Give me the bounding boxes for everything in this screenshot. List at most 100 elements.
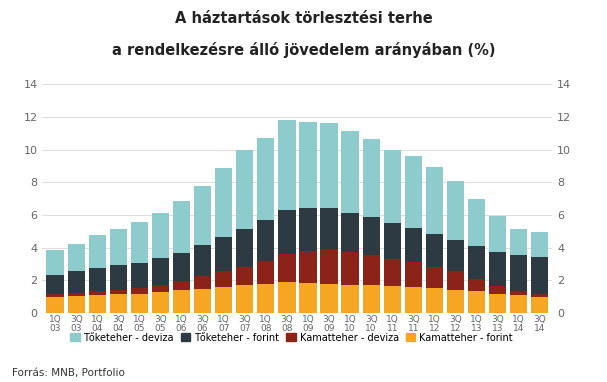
Bar bbox=[362, 255, 380, 285]
Bar bbox=[278, 282, 296, 313]
Text: A háztartások törlesztési terhe: A háztartások törlesztési terhe bbox=[175, 11, 432, 26]
Bar bbox=[426, 167, 443, 234]
Bar bbox=[384, 259, 401, 286]
Bar bbox=[89, 295, 106, 313]
Bar bbox=[342, 252, 359, 285]
Bar bbox=[405, 262, 422, 287]
Bar bbox=[152, 285, 169, 292]
Bar bbox=[89, 235, 106, 268]
Bar bbox=[194, 186, 211, 245]
Bar bbox=[215, 272, 232, 287]
Bar bbox=[215, 168, 232, 237]
Bar bbox=[173, 281, 190, 290]
Bar bbox=[131, 263, 148, 288]
Bar bbox=[384, 149, 401, 223]
Bar bbox=[257, 284, 274, 313]
Bar bbox=[194, 277, 211, 289]
Bar bbox=[342, 131, 359, 212]
Bar bbox=[110, 290, 127, 295]
Bar bbox=[131, 294, 148, 313]
Bar bbox=[236, 285, 253, 313]
Bar bbox=[131, 288, 148, 294]
Bar bbox=[152, 212, 169, 258]
Bar bbox=[257, 220, 274, 261]
Bar bbox=[320, 209, 337, 249]
Bar bbox=[468, 199, 485, 246]
Bar bbox=[152, 258, 169, 285]
Bar bbox=[236, 229, 253, 267]
Bar bbox=[67, 272, 85, 293]
Bar bbox=[215, 237, 232, 272]
Bar bbox=[131, 222, 148, 263]
Bar bbox=[342, 212, 359, 252]
Bar bbox=[468, 279, 485, 291]
Bar bbox=[405, 228, 422, 262]
Bar bbox=[67, 244, 85, 272]
Bar bbox=[362, 139, 380, 217]
Bar bbox=[299, 251, 317, 283]
Bar bbox=[320, 123, 337, 209]
Bar bbox=[215, 287, 232, 313]
Bar bbox=[152, 292, 169, 313]
Bar bbox=[320, 249, 337, 284]
Bar bbox=[447, 181, 464, 240]
Bar bbox=[531, 295, 548, 297]
Bar bbox=[299, 122, 317, 209]
Text: Forrás: MNB, Portfolio: Forrás: MNB, Portfolio bbox=[12, 368, 125, 378]
Bar bbox=[426, 234, 443, 267]
Bar bbox=[236, 267, 253, 285]
Bar bbox=[173, 290, 190, 313]
Bar bbox=[47, 250, 64, 275]
Bar bbox=[320, 284, 337, 313]
Bar bbox=[257, 261, 274, 284]
Bar bbox=[110, 295, 127, 313]
Text: a rendelkezésre álló jövedelem arányában (%): a rendelkezésre álló jövedelem arányában… bbox=[112, 42, 495, 58]
Bar bbox=[384, 286, 401, 313]
Bar bbox=[510, 295, 527, 313]
Bar bbox=[89, 268, 106, 291]
Bar bbox=[362, 217, 380, 255]
Bar bbox=[405, 156, 422, 228]
Bar bbox=[257, 138, 274, 220]
Bar bbox=[531, 257, 548, 295]
Bar bbox=[342, 285, 359, 313]
Bar bbox=[89, 291, 106, 295]
Bar bbox=[278, 254, 296, 282]
Bar bbox=[384, 223, 401, 259]
Bar bbox=[468, 246, 485, 279]
Legend: Tőketeher - deviza, Tőketeher - forint, Kamatteher - deviza, Kamatteher - forint: Tőketeher - deviza, Tőketeher - forint, … bbox=[66, 329, 517, 346]
Bar bbox=[468, 291, 485, 313]
Bar bbox=[510, 291, 527, 295]
Bar bbox=[531, 297, 548, 313]
Bar bbox=[110, 265, 127, 290]
Bar bbox=[278, 120, 296, 210]
Bar bbox=[194, 245, 211, 277]
Bar bbox=[299, 283, 317, 313]
Bar bbox=[236, 151, 253, 229]
Bar bbox=[47, 275, 64, 295]
Bar bbox=[531, 232, 548, 257]
Bar bbox=[489, 252, 506, 286]
Bar bbox=[426, 267, 443, 288]
Bar bbox=[489, 286, 506, 294]
Bar bbox=[447, 290, 464, 313]
Bar bbox=[67, 293, 85, 296]
Bar bbox=[489, 294, 506, 313]
Bar bbox=[47, 297, 64, 313]
Bar bbox=[447, 240, 464, 272]
Bar bbox=[47, 295, 64, 297]
Bar bbox=[426, 288, 443, 313]
Bar bbox=[194, 289, 211, 313]
Bar bbox=[278, 210, 296, 254]
Bar bbox=[405, 287, 422, 313]
Bar bbox=[362, 285, 380, 313]
Bar bbox=[299, 209, 317, 251]
Bar bbox=[110, 229, 127, 265]
Bar bbox=[510, 255, 527, 291]
Bar bbox=[447, 272, 464, 290]
Bar bbox=[173, 201, 190, 254]
Bar bbox=[67, 296, 85, 313]
Bar bbox=[173, 254, 190, 281]
Bar bbox=[510, 229, 527, 255]
Bar bbox=[489, 216, 506, 252]
